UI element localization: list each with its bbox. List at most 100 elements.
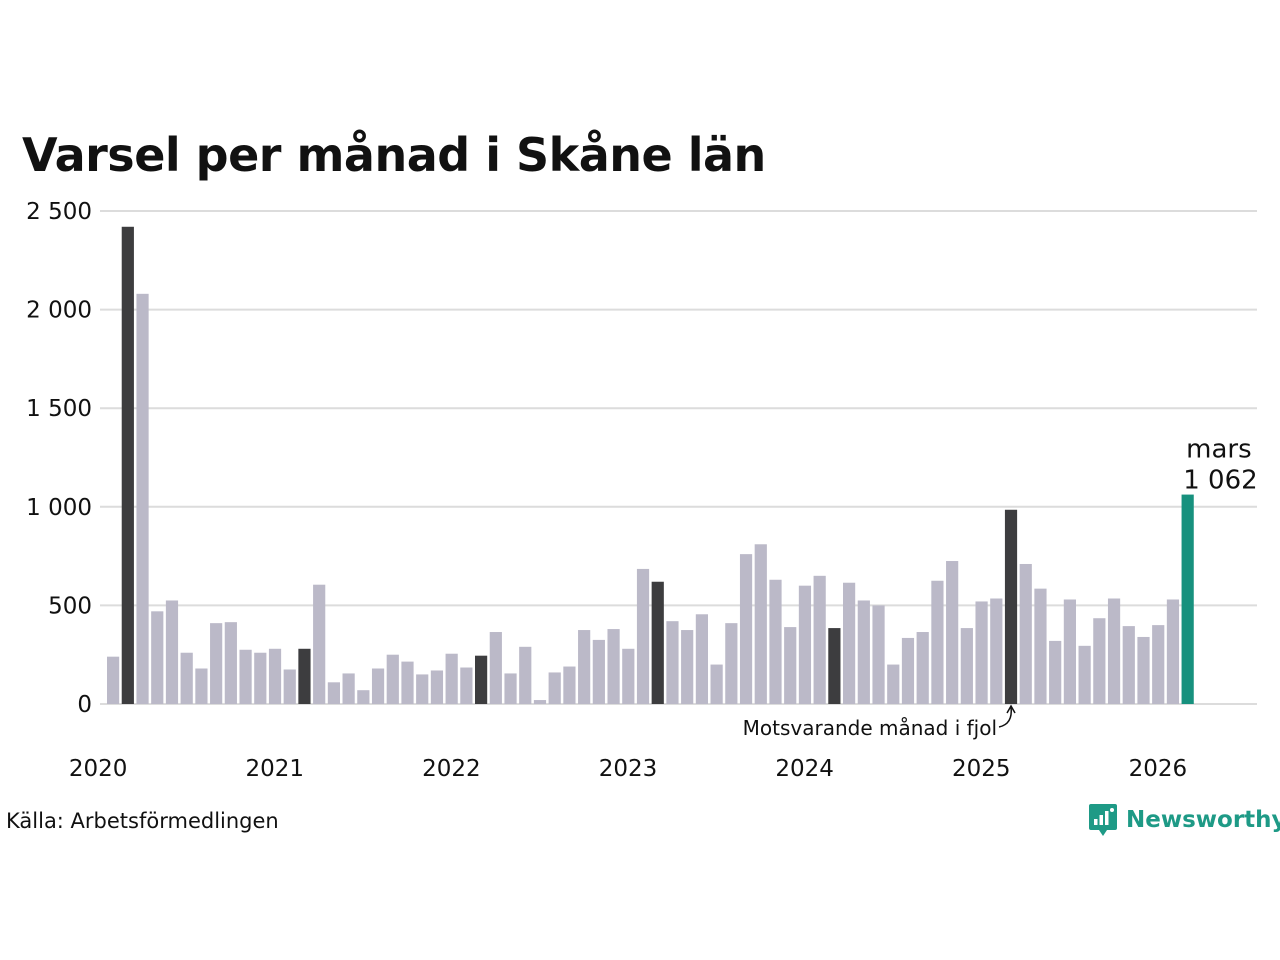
bar <box>1078 645 1091 704</box>
newsworthy-logo-icon <box>1089 804 1117 836</box>
bar <box>695 614 708 704</box>
bar <box>1166 599 1180 704</box>
x-axis-ticks: 2020 2021 2022 2023 2024 2025 2026 <box>69 756 1187 782</box>
x-tick-label: 2025 <box>952 756 1011 782</box>
chart-title: Varsel per månad i Skåne län <box>22 128 766 182</box>
bar <box>710 664 723 704</box>
bar <box>960 628 973 704</box>
bar <box>460 667 473 704</box>
bar <box>901 637 915 704</box>
bar <box>784 627 797 704</box>
y-tick-label: 1 000 <box>26 495 92 521</box>
x-tick-label: 2024 <box>775 756 834 782</box>
bar <box>931 580 944 704</box>
bar <box>533 700 547 704</box>
x-tick-label: 2023 <box>599 756 658 782</box>
bar <box>813 575 826 704</box>
bar <box>121 226 134 704</box>
y-tick-label: 1 500 <box>26 396 92 422</box>
bar <box>1019 563 1032 704</box>
y-tick-label: 500 <box>48 593 92 619</box>
bar <box>475 655 488 704</box>
bar <box>548 672 561 704</box>
bar <box>504 673 517 704</box>
bar <box>283 669 296 704</box>
bar <box>798 585 812 704</box>
bar <box>1063 599 1076 704</box>
bar <box>636 568 650 704</box>
bar <box>327 682 340 704</box>
bar <box>622 648 635 704</box>
y-axis-ticks: 0 500 1 000 1 500 2 000 2 500 <box>26 199 92 718</box>
bar <box>563 666 576 704</box>
x-tick-label: 2021 <box>245 756 304 782</box>
bar <box>357 690 370 704</box>
bar <box>430 670 444 704</box>
bar <box>769 579 782 704</box>
bar <box>1034 588 1047 704</box>
source-note: Källa: Arbetsförmedlingen <box>6 809 279 833</box>
bar <box>681 630 694 704</box>
bar <box>151 611 164 704</box>
bar <box>946 561 959 704</box>
bar <box>342 673 355 704</box>
bar <box>445 653 458 704</box>
bar <box>1004 509 1018 704</box>
bar <box>828 628 841 704</box>
bar <box>195 668 208 704</box>
bar <box>519 646 532 704</box>
bar <box>1049 640 1062 704</box>
bar <box>386 654 399 704</box>
bar <box>916 632 929 704</box>
bar <box>739 554 753 704</box>
bars <box>107 226 1194 704</box>
bar <box>239 649 252 704</box>
annotation-text: Motsvarande månad i fjol <box>743 716 997 740</box>
bar <box>1122 626 1135 704</box>
bar <box>224 622 237 704</box>
bar <box>725 623 738 704</box>
y-tick-label: 2 000 <box>26 298 92 324</box>
x-tick-label: 2026 <box>1129 756 1188 782</box>
bar <box>990 598 1003 704</box>
bar <box>1137 636 1150 704</box>
x-tick-label: 2022 <box>422 756 481 782</box>
bar <box>416 674 429 704</box>
annotation-arrowhead <box>1006 704 1016 714</box>
bar <box>371 668 385 704</box>
brand-name: Newsworthy <box>1126 807 1280 833</box>
bar <box>578 630 591 704</box>
bar <box>254 652 267 704</box>
bar <box>489 632 502 704</box>
bar <box>136 293 149 704</box>
bar <box>298 648 311 704</box>
bar <box>607 629 620 704</box>
bar <box>313 584 326 704</box>
annotation-arrow <box>998 706 1013 728</box>
bar <box>666 621 679 704</box>
current-value-label: 1 062 <box>1183 466 1257 496</box>
bar <box>401 661 414 704</box>
bar <box>180 652 193 704</box>
brand-logo[interactable]: Newsworthy <box>1088 802 1280 838</box>
bar <box>165 600 179 704</box>
bar <box>1181 494 1194 704</box>
bar <box>651 581 664 704</box>
bar <box>843 582 856 704</box>
bar <box>268 648 282 704</box>
bar <box>592 639 605 704</box>
bar <box>754 544 767 704</box>
bar <box>210 623 223 704</box>
x-tick-label: 2020 <box>69 756 128 782</box>
bar <box>857 600 870 704</box>
y-tick-label: 0 <box>77 692 92 718</box>
bar <box>975 601 988 704</box>
bar <box>1152 625 1165 704</box>
bar <box>1107 598 1121 704</box>
y-tick-label: 2 500 <box>26 199 92 225</box>
current-month-label: mars <box>1186 435 1252 465</box>
bar <box>887 664 900 704</box>
bar <box>872 605 885 704</box>
